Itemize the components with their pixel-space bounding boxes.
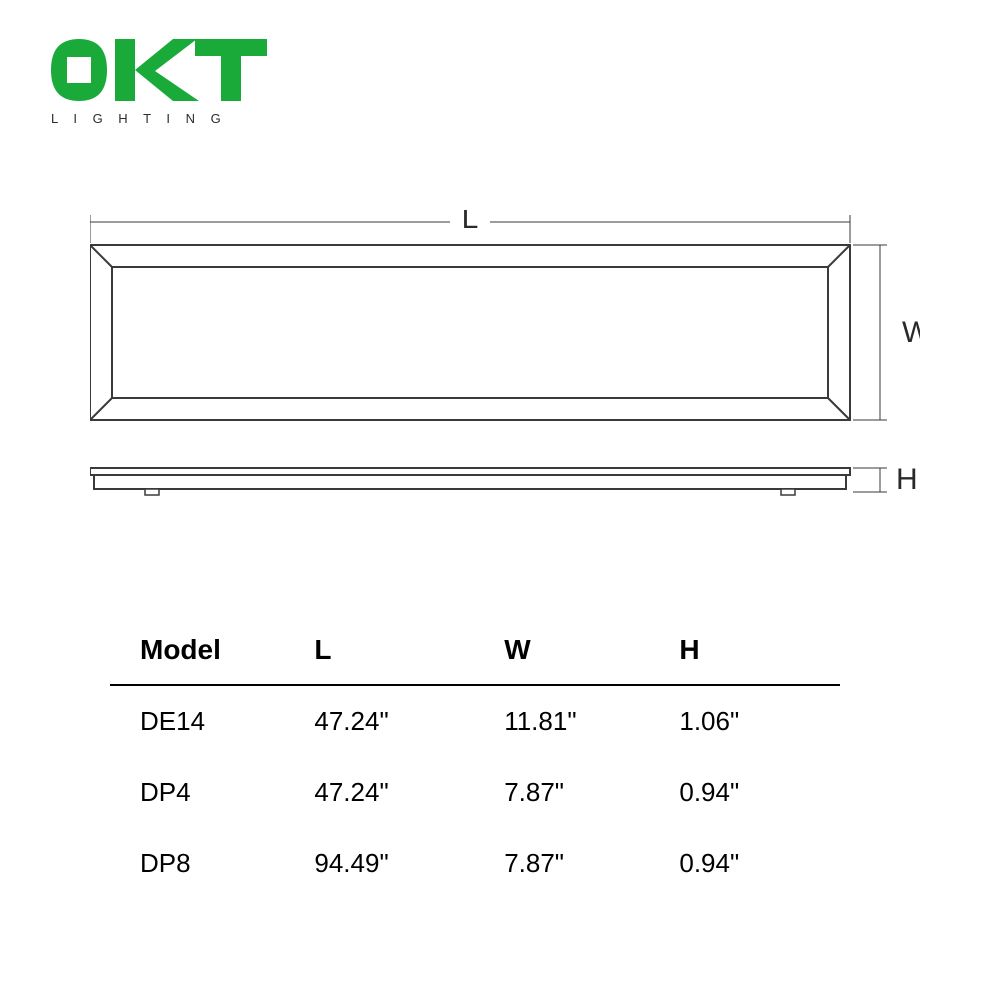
label-l: L [462, 210, 479, 235]
table-header-row: Model L W H [110, 620, 840, 685]
logo-o-icon [51, 39, 107, 101]
panel-top-view [90, 245, 850, 420]
cell: 94.49" [314, 828, 504, 899]
logo-t-icon [195, 39, 267, 101]
dimension-w [853, 245, 887, 420]
col-l: L [314, 620, 504, 685]
cell: DE14 [110, 685, 314, 757]
cell: 47.24" [314, 685, 504, 757]
dimension-diagram: L W [90, 210, 920, 515]
dimension-h [853, 468, 887, 492]
panel-side-view [90, 468, 850, 495]
dimensions-table: Model L W H DE14 47.24" 11.81" 1.06" DP4… [110, 620, 840, 899]
cell: 0.94" [679, 757, 840, 828]
cell: DP4 [110, 757, 314, 828]
label-w: W [902, 316, 920, 349]
col-model: Model [110, 620, 314, 685]
table-row: DP4 47.24" 7.87" 0.94" [110, 757, 840, 828]
cell: 0.94" [679, 828, 840, 899]
cell: 7.87" [504, 757, 679, 828]
col-w: W [504, 620, 679, 685]
brand-logo: L I G H T I N G [45, 35, 305, 135]
table-row: DE14 47.24" 11.81" 1.06" [110, 685, 840, 757]
cell: 11.81" [504, 685, 679, 757]
cell: 7.87" [504, 828, 679, 899]
cell: DP8 [110, 828, 314, 899]
col-h: H [679, 620, 840, 685]
label-h: H [896, 463, 918, 496]
cell: 1.06" [679, 685, 840, 757]
logo-subtext: L I G H T I N G [51, 111, 227, 126]
logo-k-icon [115, 39, 199, 101]
cell: 47.24" [314, 757, 504, 828]
table-row: DP8 94.49" 7.87" 0.94" [110, 828, 840, 899]
